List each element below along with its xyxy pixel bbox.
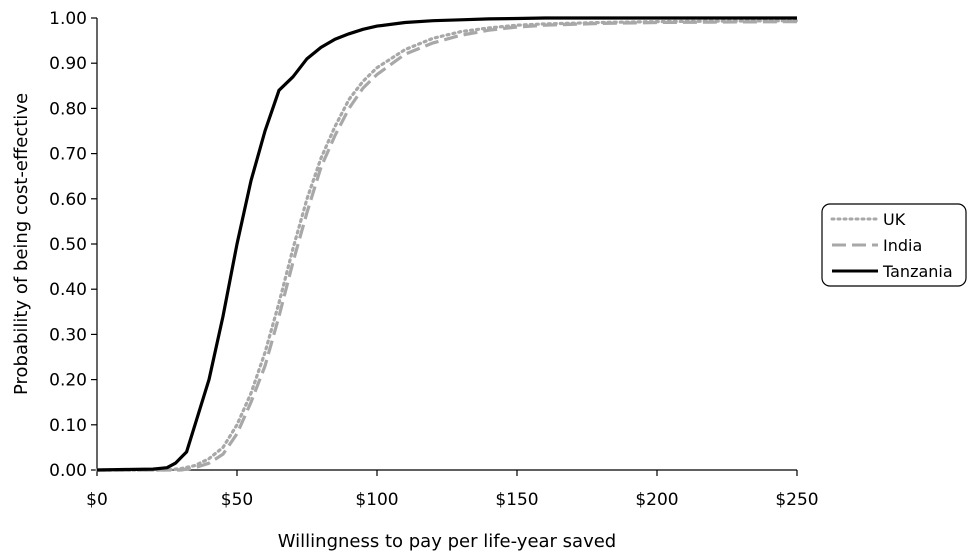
y-tick-label: 0.40: [49, 280, 87, 300]
x-axis-title: Willingness to pay per life-year saved: [278, 531, 616, 552]
tick-marks: [91, 17, 798, 476]
series-lines: [95, 16, 799, 472]
legend-label-india: India: [883, 236, 922, 255]
x-tick-label: $250: [775, 490, 818, 510]
y-tick-label: 0.60: [49, 190, 87, 210]
legend-label-uk: UK: [883, 210, 906, 229]
series-line-uk: [95, 19, 799, 472]
y-tick-label: 0.30: [49, 325, 87, 345]
y-axis-title: Probability of being cost-effective: [11, 93, 32, 395]
legend: UK India Tanzania: [821, 203, 967, 287]
x-tick-labels: $0 $50 $100 $150 $200 $250: [86, 490, 818, 510]
legend-box: [821, 203, 967, 287]
y-tick-label: 1.00: [49, 9, 87, 29]
series-line-tanzania: [96, 16, 797, 472]
y-tick-label: 0.50: [49, 235, 87, 255]
x-tick-label: $50: [221, 490, 253, 510]
y-tick-label: 0.10: [49, 416, 87, 436]
y-tick-label: 0.70: [49, 145, 87, 165]
y-tick-label: 0.80: [49, 99, 87, 119]
y-tick-labels: 0.00 0.10 0.20 0.30 0.40 0.50 0.60 0.70 0.80 0.90…: [49, 9, 87, 481]
x-tick-label: $100: [355, 490, 398, 510]
y-tick-label: 0.90: [49, 54, 87, 74]
y-tick-label: 0.20: [49, 371, 87, 391]
legend-label-tanzania: Tanzania: [882, 262, 953, 281]
x-tick-label: $0: [86, 490, 108, 510]
series-line-india: [97, 20, 798, 472]
x-tick-label: $200: [635, 490, 678, 510]
y-tick-label: 0.00: [49, 461, 87, 481]
x-tick-label: $150: [495, 490, 538, 510]
